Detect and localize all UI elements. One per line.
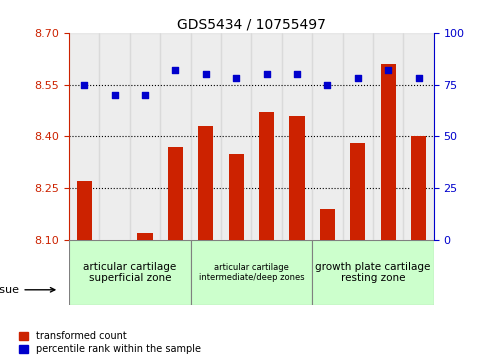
Point — [80, 82, 88, 87]
Bar — [312, 240, 434, 305]
Bar — [282, 33, 312, 240]
Bar — [251, 240, 282, 305]
Bar — [229, 154, 244, 240]
Bar — [100, 240, 130, 305]
Bar — [373, 33, 403, 240]
Bar — [251, 33, 282, 240]
Bar — [160, 33, 191, 240]
Point — [354, 76, 362, 81]
Bar — [130, 33, 160, 240]
Bar — [403, 33, 434, 240]
Point — [202, 71, 210, 77]
Bar — [76, 182, 92, 240]
Bar — [198, 126, 213, 240]
Bar — [100, 33, 130, 240]
Bar — [160, 240, 191, 305]
Point — [293, 71, 301, 77]
Bar — [191, 33, 221, 240]
Bar — [350, 143, 365, 240]
Bar — [69, 240, 191, 305]
Point — [232, 76, 240, 81]
Bar — [138, 233, 153, 240]
Point — [415, 76, 423, 81]
Text: tissue: tissue — [0, 285, 20, 295]
Bar — [221, 240, 251, 305]
Legend: transformed count, percentile rank within the sample: transformed count, percentile rank withi… — [15, 327, 205, 358]
Bar — [221, 33, 251, 240]
Bar — [312, 33, 343, 240]
Bar — [130, 240, 160, 305]
Title: GDS5434 / 10755497: GDS5434 / 10755497 — [177, 17, 326, 32]
Bar — [282, 240, 312, 305]
Bar — [168, 147, 183, 240]
Bar — [343, 240, 373, 305]
Bar — [381, 64, 396, 240]
Point — [263, 71, 271, 77]
Text: articular cartilage
intermediate/deep zones: articular cartilage intermediate/deep zo… — [199, 263, 304, 282]
Bar — [373, 240, 403, 305]
Point — [110, 92, 119, 98]
Point — [323, 82, 331, 87]
Text: articular cartilage
superficial zone: articular cartilage superficial zone — [83, 262, 176, 283]
Bar — [411, 136, 426, 240]
Bar — [343, 33, 373, 240]
Bar — [259, 112, 274, 240]
Bar — [69, 240, 100, 305]
Bar — [191, 240, 221, 305]
Bar — [312, 240, 343, 305]
Point — [384, 67, 392, 73]
Point — [172, 67, 179, 73]
Bar — [320, 209, 335, 240]
Point — [141, 92, 149, 98]
Text: growth plate cartilage
resting zone: growth plate cartilage resting zone — [316, 262, 431, 283]
Bar — [403, 240, 434, 305]
Bar — [289, 116, 305, 240]
Bar — [69, 33, 100, 240]
Bar — [191, 240, 312, 305]
